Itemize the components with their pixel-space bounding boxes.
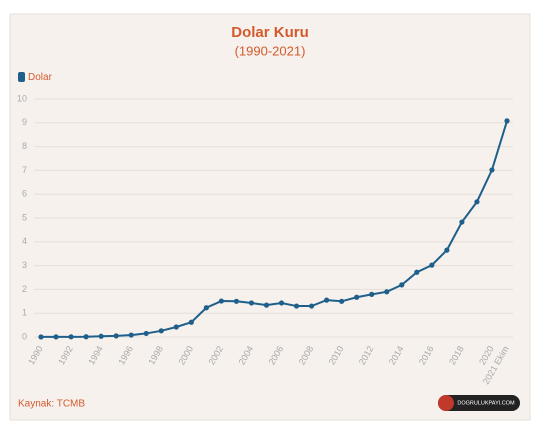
point (444, 247, 450, 253)
point (68, 334, 74, 340)
point (339, 298, 345, 304)
point (369, 291, 375, 297)
point (158, 328, 164, 334)
point (38, 334, 44, 340)
y-tick-label: 9 (22, 117, 27, 127)
point (188, 319, 194, 325)
point (459, 219, 465, 225)
point (83, 334, 89, 340)
logo: DOGRULUKPAYI.COM (457, 400, 515, 406)
point (203, 305, 209, 311)
point (489, 167, 495, 173)
y-tick-label: 0 (22, 331, 27, 341)
chart-subtitle: (1990-2021) (235, 43, 306, 58)
point (233, 298, 240, 304)
point (263, 302, 270, 308)
legend-label: Dolar (28, 72, 53, 83)
point (504, 118, 510, 124)
y-tick-label: 6 (22, 189, 27, 199)
point (414, 269, 420, 275)
chart-title: Dolar Kuru (231, 24, 309, 41)
point (278, 300, 285, 306)
point (399, 282, 405, 288)
point (354, 294, 360, 300)
point (128, 332, 134, 338)
point (384, 289, 390, 295)
panel (9, 13, 531, 421)
point (98, 333, 104, 339)
y-tick-label: 10 (17, 93, 27, 103)
point (53, 334, 59, 340)
point (474, 199, 480, 205)
logo-icon (438, 395, 454, 411)
point (113, 333, 119, 339)
y-tick-label: 1 (22, 308, 27, 318)
y-tick-label: 4 (22, 236, 27, 246)
point (308, 303, 315, 309)
point (218, 298, 224, 304)
point (429, 262, 435, 268)
logo-bg (438, 395, 520, 411)
point (143, 330, 149, 337)
point (173, 324, 179, 330)
legend-swatch (18, 72, 25, 82)
point (248, 300, 255, 306)
source: Kaynak: TCMB (18, 399, 85, 410)
y-tick-label: 7 (22, 165, 27, 175)
y-tick-label: 2 (22, 284, 27, 294)
y-tick-label: 3 (22, 260, 27, 270)
point (293, 303, 300, 309)
y-tick-label: 5 (22, 212, 27, 222)
point (324, 297, 330, 303)
y-tick-label: 8 (22, 141, 27, 151)
